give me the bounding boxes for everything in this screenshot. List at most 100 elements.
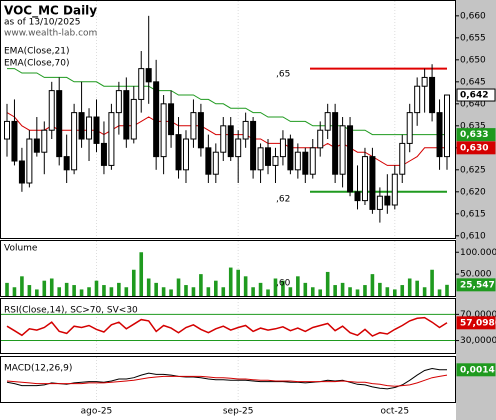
candle-body	[287, 138, 294, 171]
volume-bar	[318, 289, 323, 296]
volume-bar	[191, 287, 196, 296]
panel-frame	[0, 0, 456, 239]
volume-bar	[363, 285, 367, 296]
candle-body	[108, 112, 115, 166]
value-tag-label: 0,642	[460, 91, 488, 101]
volume-bar	[281, 280, 285, 296]
candle-body	[294, 151, 301, 171]
candle-body	[309, 147, 316, 175]
legend-entry: EMA(Close,21)	[4, 47, 69, 57]
volume-bar	[206, 287, 211, 296]
volume-bar	[27, 285, 32, 296]
y-tick-label: 50.000	[460, 270, 492, 280]
axis-strip	[456, 0, 496, 420]
candle-body	[212, 151, 219, 175]
candle-body	[324, 112, 331, 131]
y-tick-label: 100.000	[460, 248, 496, 258]
chart-title: VOC_MC Daily	[4, 4, 97, 19]
volume-bar	[87, 287, 91, 296]
candle-body	[339, 125, 346, 175]
candle-body	[190, 112, 197, 140]
candle-body	[48, 90, 55, 131]
candle-body	[391, 173, 398, 206]
value-tag	[456, 316, 496, 330]
value-tag-label: 0,633	[460, 130, 488, 140]
candle-body	[406, 112, 413, 144]
volume-bar	[325, 271, 330, 296]
candle-body	[182, 138, 189, 171]
candle-body	[354, 191, 361, 202]
volume-bar	[64, 282, 69, 296]
value-tag-label: 25,547	[460, 280, 495, 290]
candle-body	[242, 120, 249, 140]
volume-bar	[199, 274, 203, 296]
volume-bar	[415, 280, 419, 296]
value-tag-label: 0,630	[460, 143, 488, 153]
volume-bar	[124, 287, 129, 296]
candle-body	[250, 120, 257, 171]
candle-body	[421, 76, 428, 87]
candle-body	[18, 160, 25, 184]
volume-bar	[49, 278, 54, 296]
candle-body	[41, 129, 48, 153]
volume-bar	[161, 287, 166, 296]
panel-title: MACD(12,26,9)	[4, 364, 72, 374]
value-tag	[456, 88, 496, 102]
x-tick-label: ago-25	[81, 407, 113, 417]
y-tick-label: 0,620	[460, 187, 486, 197]
y-tick-label: 0,635	[460, 121, 486, 131]
candle-body	[63, 156, 70, 171]
value-tag	[456, 128, 496, 142]
candle-body	[279, 138, 286, 158]
volume-bar	[146, 278, 151, 296]
candle-body	[197, 112, 204, 149]
volume-bar	[310, 287, 315, 296]
candle-body	[220, 125, 227, 153]
volume-bar	[214, 280, 218, 296]
volume-bar	[117, 282, 121, 296]
volume-bar	[243, 276, 248, 296]
chart-source: www.wealth-lab.com	[4, 29, 97, 39]
candle-body	[429, 76, 436, 114]
panel-title: RSI(Close,14), SC>70, SV<30	[4, 306, 138, 316]
volume-bar	[348, 287, 352, 296]
annotation: ,60	[276, 279, 291, 289]
volume-bar	[273, 278, 278, 296]
candle-body	[93, 116, 100, 144]
volume-bar	[79, 289, 84, 296]
volume-bar	[258, 282, 263, 296]
annotation: ,65	[276, 70, 290, 80]
volume-bar	[12, 287, 17, 296]
panel-frame	[0, 240, 456, 297]
candle-body	[414, 85, 421, 114]
candle-body	[272, 156, 279, 166]
volume-bar	[169, 289, 173, 296]
volume-bar	[5, 282, 9, 296]
candle-body	[302, 151, 309, 175]
candle-body	[235, 138, 242, 158]
volume-bar	[296, 276, 300, 296]
volume-bar	[184, 285, 188, 296]
candle-body	[257, 147, 264, 171]
indicator-line	[6, 316, 448, 337]
volume-bar	[154, 282, 158, 296]
y-tick-label: 0,610	[460, 231, 486, 241]
indicator-line	[6, 367, 447, 390]
candle-body	[11, 120, 18, 162]
candle-body	[130, 98, 137, 140]
volume-bar	[340, 282, 345, 296]
candle-body	[153, 81, 160, 158]
volume-bar	[72, 285, 76, 296]
volume-bar	[139, 252, 144, 296]
volume-bar	[445, 284, 449, 296]
volume-bar	[228, 267, 233, 296]
candle-body	[175, 134, 182, 171]
candle-body	[265, 147, 272, 166]
value-tag	[456, 363, 496, 377]
y-tick-label: 0,615	[460, 209, 486, 219]
volume-bar	[437, 289, 442, 296]
value-tag	[456, 278, 496, 292]
volume-bar	[176, 278, 181, 296]
candle-body	[361, 156, 368, 202]
